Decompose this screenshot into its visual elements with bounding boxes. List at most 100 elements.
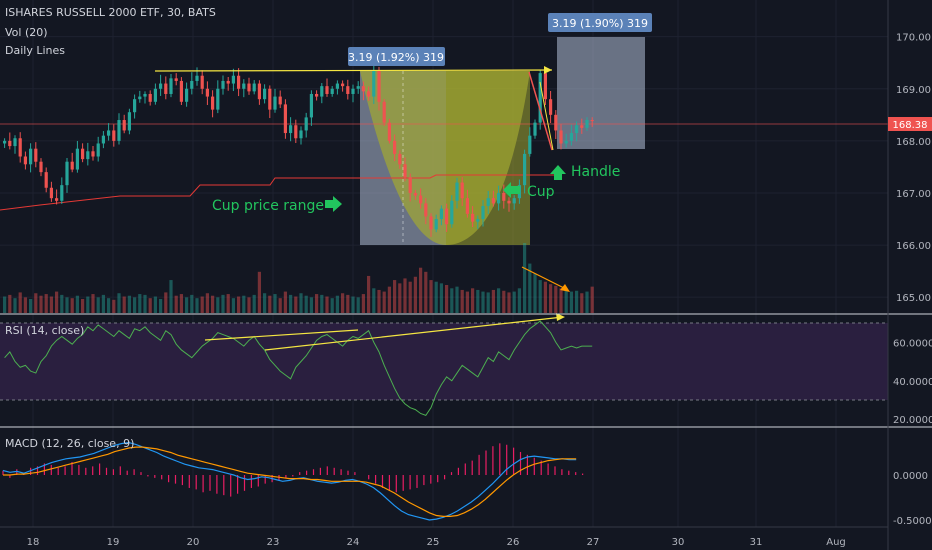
candle-body	[174, 78, 178, 81]
volume-trendline[interactable]	[521, 266, 567, 290]
volume-bar	[23, 297, 27, 313]
volume-bar	[419, 267, 423, 313]
daily-lines-legend: Daily Lines	[5, 44, 65, 57]
price-axis-tick-label: 165.00	[896, 293, 931, 304]
candle-body	[320, 86, 324, 97]
rsi-trendline-1[interactable]	[204, 329, 359, 341]
volume-bar	[247, 297, 251, 313]
volume-bar	[543, 281, 547, 313]
volume-bar	[49, 296, 53, 313]
volume-bar	[476, 289, 480, 313]
volume-bar	[471, 288, 475, 313]
candle-body	[96, 143, 100, 157]
volume-bar	[325, 296, 329, 313]
cup-fill-right	[446, 71, 530, 245]
candle-body	[247, 83, 251, 92]
volume-bar	[18, 292, 22, 313]
volume-bar	[133, 297, 137, 313]
candle-body	[403, 164, 407, 178]
axis-labels[interactable]: 170.00 169.00 168.00 167.00 166.00 165.00 60.0…	[27, 33, 932, 548]
candle-body	[471, 213, 475, 222]
volume-bar	[367, 275, 371, 313]
candle-body	[216, 88, 220, 110]
volume-bar	[34, 293, 38, 313]
candle-body	[159, 83, 163, 89]
candle-body	[226, 80, 230, 84]
volume-bar	[465, 291, 469, 313]
volume-bar	[523, 243, 527, 313]
measure-box-target[interactable]	[557, 37, 645, 149]
candle-body	[424, 203, 428, 217]
volume-bar	[554, 285, 558, 313]
candle-body	[273, 96, 277, 110]
volume-bar	[455, 286, 459, 313]
candle-body	[289, 125, 293, 134]
candle-body	[60, 185, 64, 201]
time-axis-tick-label: Aug	[826, 537, 846, 548]
volume-bar	[439, 283, 443, 313]
candle-body	[523, 153, 527, 186]
candle-body	[252, 83, 256, 92]
rsi-axis-tick-label: 20.0000	[893, 415, 932, 426]
candle-body	[29, 148, 33, 165]
volume-bar	[205, 293, 209, 313]
volume-bar	[153, 296, 157, 313]
candle-body	[497, 192, 501, 204]
volume-bar	[393, 280, 397, 313]
volume-bar	[252, 294, 256, 313]
volume-bar	[533, 273, 537, 313]
price-axis-tick-label: 169.00	[896, 85, 931, 96]
volume-bar	[3, 296, 7, 313]
volume-bar	[538, 280, 542, 313]
candle-body	[476, 219, 480, 222]
candle-body	[528, 135, 532, 154]
volume-bar	[216, 297, 220, 313]
candle-body	[351, 88, 355, 94]
candle-body	[580, 125, 584, 128]
candle-body	[512, 198, 516, 204]
candle-body	[257, 83, 261, 100]
volume-bar	[169, 280, 173, 313]
candle-body	[377, 70, 381, 102]
volume-bar	[263, 293, 267, 313]
volume-bar	[403, 278, 407, 313]
candle-body	[569, 133, 573, 141]
volume-bar	[195, 298, 199, 313]
price-axis-tick-label: 166.00	[896, 241, 931, 252]
candle-body	[112, 130, 116, 141]
candle-body	[231, 75, 235, 84]
cup-range-text: Cup price range	[212, 198, 324, 214]
candle-body	[179, 80, 183, 102]
volume-bar	[179, 294, 183, 313]
candle-body	[263, 88, 267, 100]
candle-body	[393, 140, 397, 154]
rsi-trendline-2[interactable]	[264, 316, 564, 351]
candle-body	[294, 125, 298, 139]
candle-body	[346, 86, 350, 94]
volume-bar	[590, 286, 594, 313]
cup-text: Cup	[527, 184, 555, 200]
volume-bar	[294, 296, 298, 313]
candle-body	[117, 120, 121, 141]
candle-body	[538, 73, 542, 123]
handle-text: Handle	[571, 164, 620, 180]
time-axis-tick-label: 26	[507, 537, 520, 548]
candle-body	[335, 83, 339, 89]
resistance-trendline[interactable]	[154, 69, 553, 72]
candle-body	[211, 96, 215, 110]
candle-body	[455, 182, 459, 201]
volume-bar	[185, 297, 189, 313]
volume-bar	[55, 291, 59, 313]
candle-body	[299, 130, 303, 139]
signal-line	[3, 446, 577, 518]
volume-bar	[564, 289, 568, 313]
candle-body	[554, 114, 558, 131]
volume-bar	[502, 290, 506, 313]
volume-bar	[75, 295, 79, 313]
volume-bar	[91, 294, 95, 313]
candle-body	[39, 161, 43, 173]
candle-body	[361, 86, 365, 92]
candle-body	[190, 80, 194, 89]
measure-label-1: 3.19 (1.92%) 319	[348, 51, 444, 64]
